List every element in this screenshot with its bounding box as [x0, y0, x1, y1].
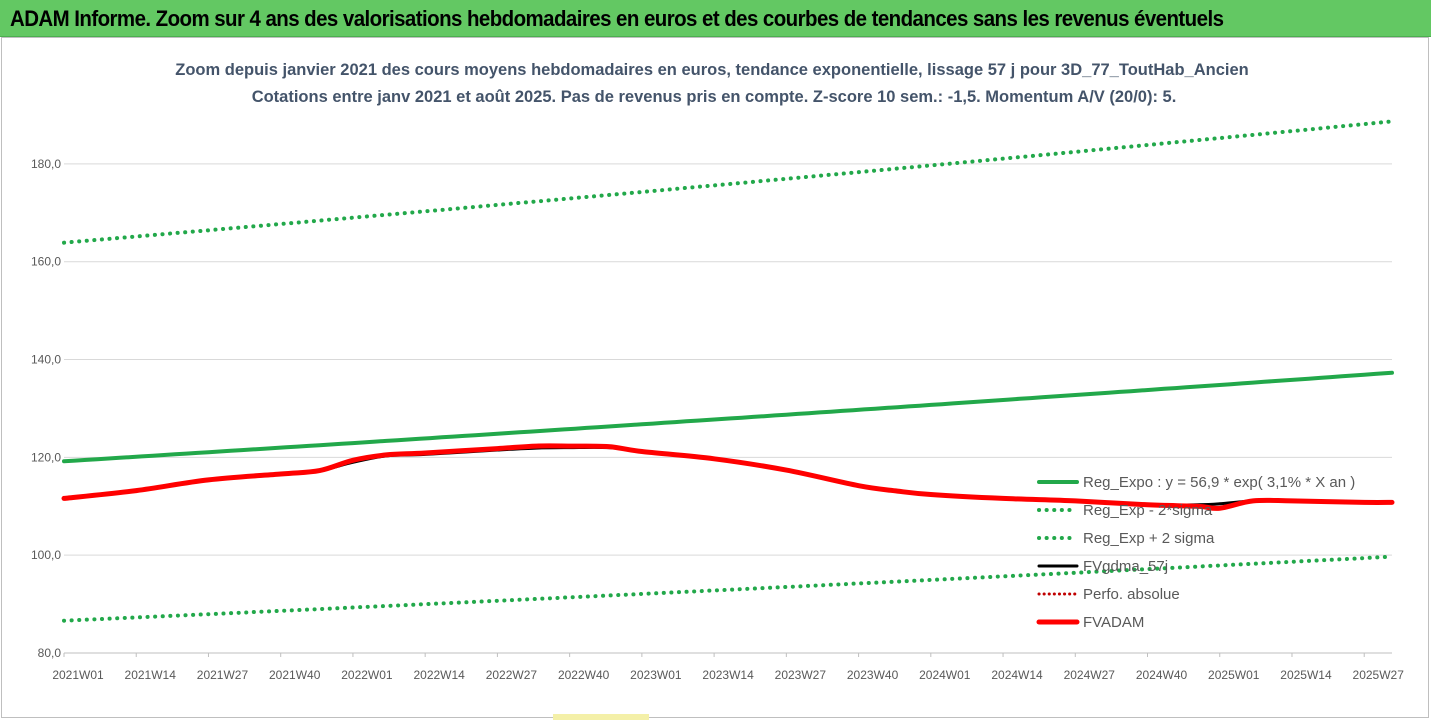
legend-label-reg-exp-2-sigma: Reg_Exp + 2 sigma: [1083, 530, 1215, 547]
x-tick-label: 2021W14: [125, 668, 177, 682]
chart-frame: [1, 37, 1429, 718]
x-tick-label: 2022W40: [558, 668, 610, 682]
legend-label-reg-exp-2-sigma: Reg_Exp - 2*sigma: [1083, 502, 1213, 519]
x-tick-label: 2022W27: [486, 668, 538, 682]
series-line-reg-exp-2-sigma: [62, 119, 1394, 245]
series-line-fvadam: [61, 443, 1395, 511]
x-tick-label: 2025W14: [1280, 668, 1332, 682]
x-tick-label: 2023W01: [630, 668, 682, 682]
y-tick-label: 120,0: [31, 450, 61, 464]
x-tick-label: 2024W40: [1136, 668, 1188, 682]
x-tick-label: 2023W40: [847, 668, 899, 682]
y-tick-label: 160,0: [31, 255, 61, 269]
x-tick-label: 2023W27: [775, 668, 827, 682]
chart-axes: 80,0 100,0 120,0 140,0 160,0 180,0 2021W01 2021…: [31, 157, 1404, 682]
y-tick-label: 140,0: [31, 353, 61, 367]
legend-label-perfo-absolue: Perfo. absolue: [1083, 586, 1180, 603]
x-tick-label: 2024W01: [919, 668, 971, 682]
x-tick-label: 2021W40: [269, 668, 321, 682]
x-tick-label: 2021W01: [52, 668, 104, 682]
series-line-reg-expo-y-56-9-exp-3-1-x-an: [62, 370, 1394, 464]
x-tick-label: 2022W14: [413, 668, 465, 682]
y-tick-label: 100,0: [31, 548, 61, 562]
x-tick-label: 2025W01: [1208, 668, 1260, 682]
legend-label-fvgdma-57j: FVgdma_57j: [1083, 558, 1168, 575]
report-banner: ADAM Informe. Zoom sur 4 ans des valoris…: [0, 0, 1431, 37]
legend-label-fvadam: FVADAM: [1083, 614, 1144, 631]
legend-label-reg-expo-y-56-9-exp-3-1-x-an: Reg_Expo : y = 56,9 * exp( 3,1% * X an ): [1083, 474, 1355, 491]
report-banner-title: ADAM Informe. Zoom sur 4 ans des valoris…: [10, 6, 1224, 31]
chart-title: Zoom depuis janvier 2021 des cours moyen…: [175, 61, 1248, 79]
x-tick-label: 2025W27: [1353, 668, 1405, 682]
chart-subtitle: Cotations entre janv 2021 et août 2025. …: [252, 88, 1177, 106]
y-tick-label: 180,0: [31, 157, 61, 171]
x-tick-label: 2023W14: [702, 668, 754, 682]
x-tick-label: 2022W01: [341, 668, 393, 682]
chart-series: [61, 119, 1395, 623]
chart-legend: Reg_Expo : y = 56,9 * exp( 3,1% * X an )…: [1036, 474, 1355, 631]
series-line-reg-exp-2-sigma: [62, 554, 1394, 623]
bottom-scroll-marker: [553, 714, 649, 720]
y-tick-label: 80,0: [38, 646, 62, 660]
x-tick-label: 2021W27: [197, 668, 249, 682]
chart-gridlines: [64, 163, 1392, 654]
x-tick-label: 2024W14: [991, 668, 1043, 682]
x-tick-label: 2024W27: [1064, 668, 1116, 682]
